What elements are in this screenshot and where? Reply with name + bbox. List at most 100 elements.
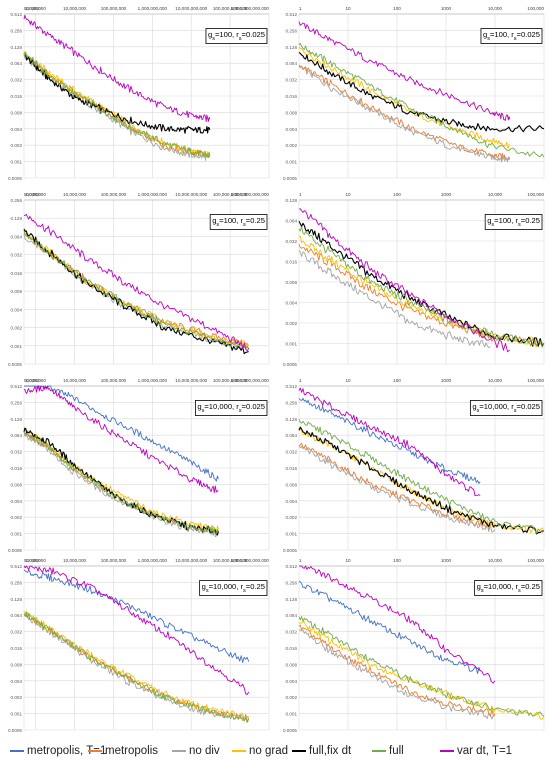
y-tick-label: 0.032 (286, 450, 298, 455)
series-line (298, 621, 545, 720)
series-line (23, 431, 219, 535)
x-tick-label: 1,000,000 (25, 6, 46, 11)
y-tick-label: 0.064 (11, 234, 23, 239)
chart-panel: 0.512 0.256 0.128 0.064 0.032 0.016 0.008 0.004… (275, 0, 550, 182)
x-tick-label: 100,000,000 (101, 6, 127, 11)
panel-title-box (469, 400, 543, 416)
series-line (23, 230, 250, 350)
x-tick-label: 500,000 (24, 192, 41, 197)
y-tick-label: 0.128 (11, 216, 23, 221)
y-tick-label: 0.008 (11, 289, 23, 294)
x-tick-label: 10,000 (488, 558, 502, 563)
legend-swatch (88, 750, 102, 752)
chart-svg: 0.512 0.256 0.128 0.064 0.032 0.016 0.008 0.004… (283, 6, 545, 181)
series-line (23, 612, 250, 722)
y-tick-label: 0.032 (11, 78, 23, 83)
y-tick-label: 0.008 (286, 482, 298, 487)
x-tick-label: 1,000,000 (25, 558, 46, 563)
y-tick-label: 0.256 (11, 580, 23, 585)
y-tick-label: 0.008 (286, 662, 298, 667)
y-tick-label: 0.512 (286, 564, 298, 569)
x-tick-label: 10 (345, 558, 351, 563)
chart-panel: 0.256 0.128 0.064 0.032 0.016 0.008 0.004 0.002… (0, 186, 275, 368)
panel-title-text: gs=100, rs=0.025 (208, 30, 265, 42)
y-tick-label: 0.032 (286, 239, 298, 244)
series-line (23, 230, 250, 347)
y-tick-label: 0.128 (11, 597, 23, 602)
panel-title: gs=10,000, rs=0.25 (199, 580, 268, 596)
x-tick-label: 1,000,000,000 (138, 558, 168, 563)
y-tick-label: 0.001 (11, 532, 23, 537)
x-tick-label: 1,000,000,000,000 (231, 558, 270, 563)
x-tick-label: 1000 (441, 192, 452, 197)
panel-title-box (194, 400, 268, 416)
y-tick-label: 0.256 (286, 28, 298, 33)
panel-title-text: gs=10,000, rs=0.25 (202, 582, 265, 594)
x-tick-label: 10,000,000 (63, 378, 86, 383)
series-line (298, 46, 511, 149)
series-line (23, 51, 211, 158)
panel-title-text: gs=10,000, rs=0.025 (472, 402, 540, 414)
x-tick-label: 100 (393, 6, 401, 11)
y-tick-label: 0.016 (286, 646, 298, 651)
panel-title: gs=100, rs=0.025 (480, 28, 543, 44)
y-tick-label: 0.016 (286, 94, 298, 99)
chart-svg: 0.512 0.256 0.128 0.064 0.032 0.016 0.008 0.004… (283, 558, 545, 733)
series-line (23, 432, 219, 538)
y-tick-label: 0.002 (11, 143, 23, 148)
y-tick-label: 0.064 (286, 433, 298, 438)
y-tick-label: 0.032 (11, 253, 23, 258)
y-tick-label: 0.0005 (283, 176, 297, 181)
x-tick-label: 100 (393, 378, 401, 383)
y-tick-label: 0.0005 (8, 176, 22, 181)
y-tick-label: 0.002 (286, 515, 298, 520)
y-tick-label: 0.008 (286, 110, 298, 115)
x-tick-label: 10,000,000,000 (175, 378, 207, 383)
y-tick-label: 0.512 (11, 12, 23, 17)
y-tick-label: 0.002 (11, 695, 23, 700)
series-line (23, 214, 250, 352)
series-line (23, 50, 211, 158)
y-tick-label: 0.004 (11, 307, 23, 312)
y-tick-label: 0.256 (11, 28, 23, 33)
y-tick-label: 0.001 (286, 160, 298, 165)
y-tick-label: 0.512 (11, 564, 23, 569)
series-line (298, 387, 481, 497)
y-tick-label: 0.064 (11, 613, 23, 618)
y-tick-label: 0.001 (286, 342, 298, 347)
series-line (299, 565, 496, 684)
x-tick-label: 100,000,000,000 (213, 558, 248, 563)
series-line (23, 14, 211, 123)
y-tick-label: 0.032 (286, 630, 298, 635)
series-line (298, 249, 491, 348)
y-tick-label: 0.032 (286, 78, 298, 83)
series-line (298, 66, 511, 163)
x-tick-label: 1 (299, 558, 302, 563)
panel-title: gs=10,000, rs=0.025 (469, 400, 543, 416)
x-tick-label: 100 (393, 192, 401, 197)
chart-svg: 0.256 0.128 0.064 0.032 0.016 0.008 0.004 0.002… (8, 192, 269, 367)
series-line (298, 616, 545, 717)
chart-svg: 0.512 0.256 0.128 0.064 0.032 0.016 0.008 0.004… (283, 378, 545, 553)
series-line (23, 569, 250, 663)
series-line (298, 226, 545, 348)
y-tick-label: 0.0005 (283, 362, 297, 367)
series-line (23, 431, 219, 534)
legend-label: var dt, T=1 (457, 745, 513, 757)
chart-panel: 0.512 0.256 0.128 0.064 0.032 0.016 0.008 0.004… (275, 552, 550, 734)
x-tick-label: 1000 (441, 558, 452, 563)
x-tick-label: 10,000 (488, 6, 502, 11)
y-tick-label: 0.128 (11, 417, 23, 422)
series-line (298, 51, 545, 133)
y-tick-label: 0.001 (11, 160, 23, 165)
y-tick-label: 0.064 (11, 61, 23, 66)
series-line (23, 565, 250, 695)
y-tick-label: 0.016 (286, 260, 298, 265)
y-tick-label: 0.128 (11, 45, 23, 50)
x-tick-label: 1,000,000,000 (138, 378, 168, 383)
y-tick-label: 0.002 (11, 515, 23, 520)
x-tick-label: 100,000,000,000 (213, 378, 248, 383)
x-tick-label: 10,000,000 (63, 192, 86, 197)
y-tick-label: 0.004 (286, 301, 298, 306)
y-tick-label: 0.512 (286, 12, 298, 17)
